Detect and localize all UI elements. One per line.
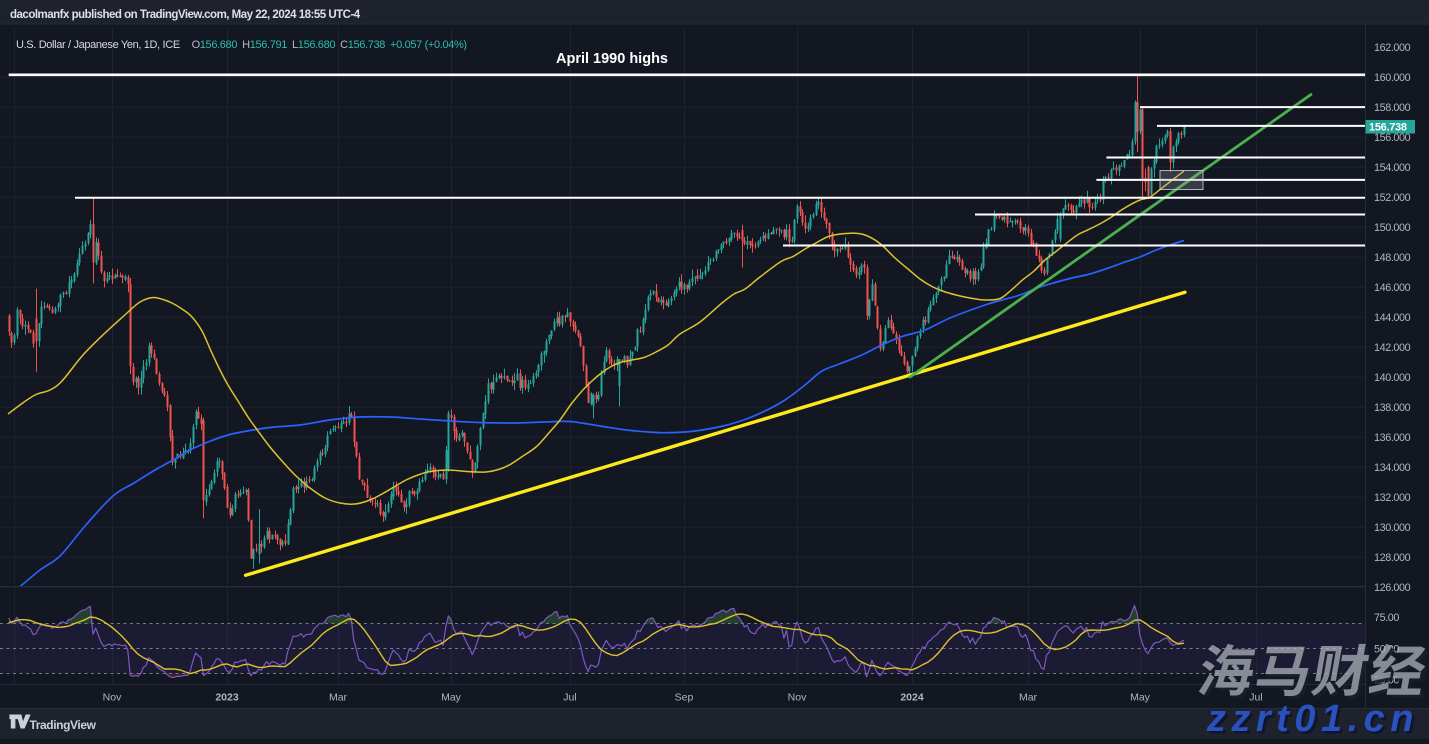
- svg-text:TradingView: TradingView: [30, 718, 97, 732]
- svg-text:140.000: 140.000: [1374, 372, 1411, 384]
- svg-text:Jul: Jul: [563, 692, 576, 704]
- svg-text:146.000: 146.000: [1374, 282, 1411, 294]
- svg-text:zzrt01.cn: zzrt01.cn: [1208, 701, 1421, 740]
- svg-text:dacolmanfx published on Tradin: dacolmanfx published on TradingView.com,…: [10, 9, 361, 21]
- svg-text:150.000: 150.000: [1374, 222, 1411, 234]
- svg-text:May: May: [441, 692, 462, 704]
- svg-text:75.00: 75.00: [1374, 612, 1399, 624]
- svg-text:156.000: 156.000: [1374, 132, 1411, 144]
- svg-text:Sep: Sep: [675, 692, 694, 704]
- svg-text:148.000: 148.000: [1374, 252, 1411, 264]
- svg-text:132.000: 132.000: [1374, 492, 1411, 504]
- svg-text:142.000: 142.000: [1374, 342, 1411, 354]
- svg-text:April 1990 highs: April 1990 highs: [556, 51, 668, 67]
- svg-text:158.000: 158.000: [1374, 102, 1411, 114]
- svg-text:154.000: 154.000: [1374, 162, 1411, 174]
- svg-text:138.000: 138.000: [1374, 402, 1411, 414]
- svg-text:128.000: 128.000: [1374, 552, 1411, 564]
- svg-text:126.000: 126.000: [1374, 582, 1411, 594]
- svg-text:Nov: Nov: [103, 692, 122, 704]
- svg-text:136.000: 136.000: [1374, 432, 1411, 444]
- svg-text:Mar: Mar: [329, 692, 348, 704]
- svg-text:134.000: 134.000: [1374, 462, 1411, 474]
- svg-text:zzrt01.cn: zzrt01.cn: [1206, 698, 1419, 739]
- svg-text:130.000: 130.000: [1374, 522, 1411, 534]
- svg-text:Jul: Jul: [1249, 692, 1262, 704]
- svg-text:162.000: 162.000: [1374, 42, 1411, 54]
- svg-text:May: May: [1130, 692, 1151, 704]
- svg-text:2023: 2023: [215, 692, 239, 704]
- svg-text:156.738: 156.738: [1369, 122, 1407, 134]
- svg-text:2024: 2024: [900, 692, 924, 704]
- svg-text:Nov: Nov: [788, 692, 807, 704]
- svg-text:144.000: 144.000: [1374, 312, 1411, 324]
- svg-text:U.S. Dollar / Japanese Yen, 1D: U.S. Dollar / Japanese Yen, 1D, ICE O156…: [16, 39, 467, 51]
- svg-text:Mar: Mar: [1019, 692, 1038, 704]
- svg-text:152.000: 152.000: [1374, 192, 1411, 204]
- svg-text:160.000: 160.000: [1374, 72, 1411, 84]
